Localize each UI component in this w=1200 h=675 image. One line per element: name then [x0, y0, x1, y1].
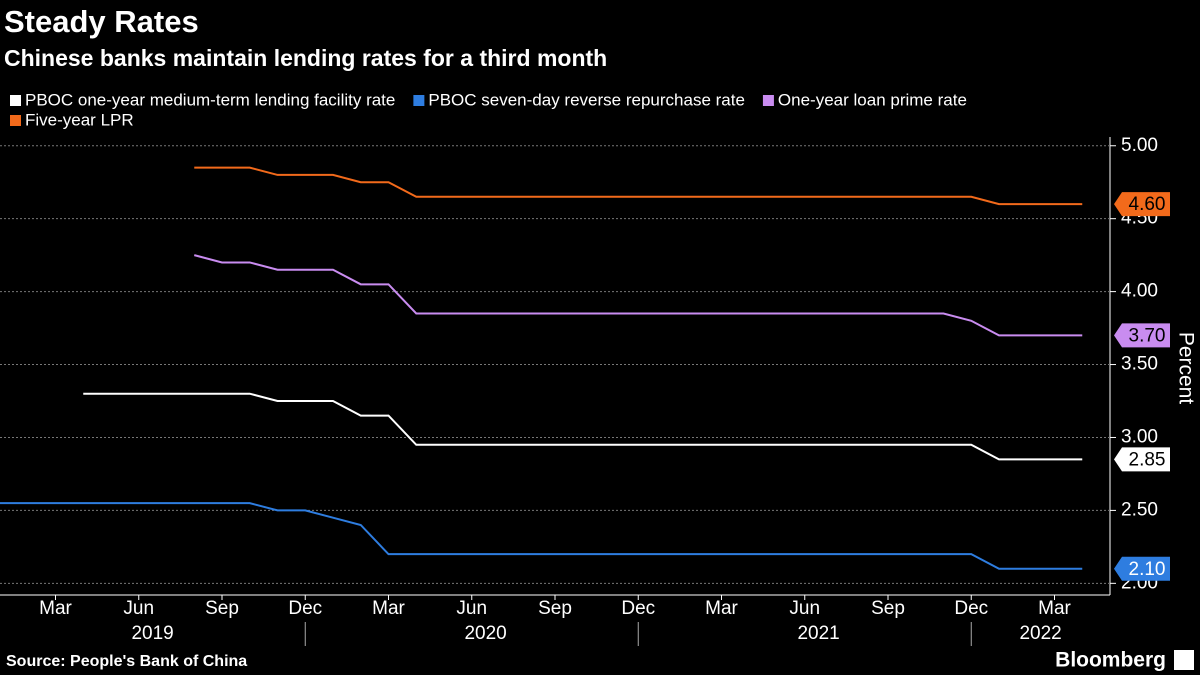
end-label: 2.85 [1129, 449, 1166, 470]
x-year-label: 2019 [131, 623, 173, 644]
chart-subtitle: Chinese banks maintain lending rates for… [4, 45, 607, 71]
x-tick-label: Sep [205, 598, 239, 619]
brand-icon [1174, 650, 1194, 670]
legend-label: PBOC one-year medium-term lending facili… [25, 90, 395, 109]
legend-swatch [762, 95, 774, 106]
series-line [193, 254, 1083, 337]
x-tick-label: Jun [456, 598, 487, 619]
x-year-label: 2021 [797, 623, 839, 644]
legend-label: PBOC seven-day reverse repurchase rate [428, 90, 745, 109]
y-axis-title: Percent [1174, 332, 1197, 405]
series-line [0, 502, 1083, 570]
x-tick-label: Sep [538, 598, 572, 619]
x-tick-label: Jun [789, 598, 820, 619]
end-label: 3.70 [1129, 325, 1166, 346]
x-tick-label: Sep [871, 598, 905, 619]
series-line [83, 392, 1083, 461]
y-tick-label: 2.50 [1121, 499, 1158, 520]
end-tag [1114, 323, 1170, 348]
x-tick-label: Jun [123, 598, 154, 619]
y-tick-label: 3.50 [1121, 354, 1158, 375]
x-tick-label: Mar [372, 598, 405, 619]
y-tick-label: 3.00 [1121, 426, 1158, 447]
series-line [194, 166, 1083, 206]
legend-label: Five-year LPR [25, 110, 134, 129]
x-year-label: 2020 [464, 623, 506, 644]
chart-title: Steady Rates [4, 4, 199, 39]
end-tag [1114, 447, 1170, 472]
x-tick-label: Dec [288, 598, 322, 619]
x-tick-label: Mar [1038, 598, 1071, 619]
legend-label: One-year loan prime rate [778, 90, 967, 109]
x-year-label: 2022 [1019, 623, 1061, 644]
brand: Bloomberg [1055, 649, 1166, 672]
end-label: 4.60 [1129, 194, 1166, 215]
legend-swatch [10, 115, 21, 126]
end-label: 2.10 [1129, 559, 1166, 580]
end-tag [1114, 192, 1170, 217]
x-tick-label: Dec [621, 598, 655, 619]
x-tick-label: Mar [705, 598, 738, 619]
legend-swatch [413, 95, 425, 106]
end-tag [1114, 556, 1170, 581]
legend-swatch [10, 95, 21, 106]
source: Source: People's Bank of China [6, 653, 247, 670]
y-tick-label: 5.00 [1121, 135, 1158, 156]
x-tick-label: Mar [39, 598, 72, 619]
y-tick-label: 4.00 [1121, 281, 1158, 302]
x-tick-label: Dec [954, 598, 988, 619]
